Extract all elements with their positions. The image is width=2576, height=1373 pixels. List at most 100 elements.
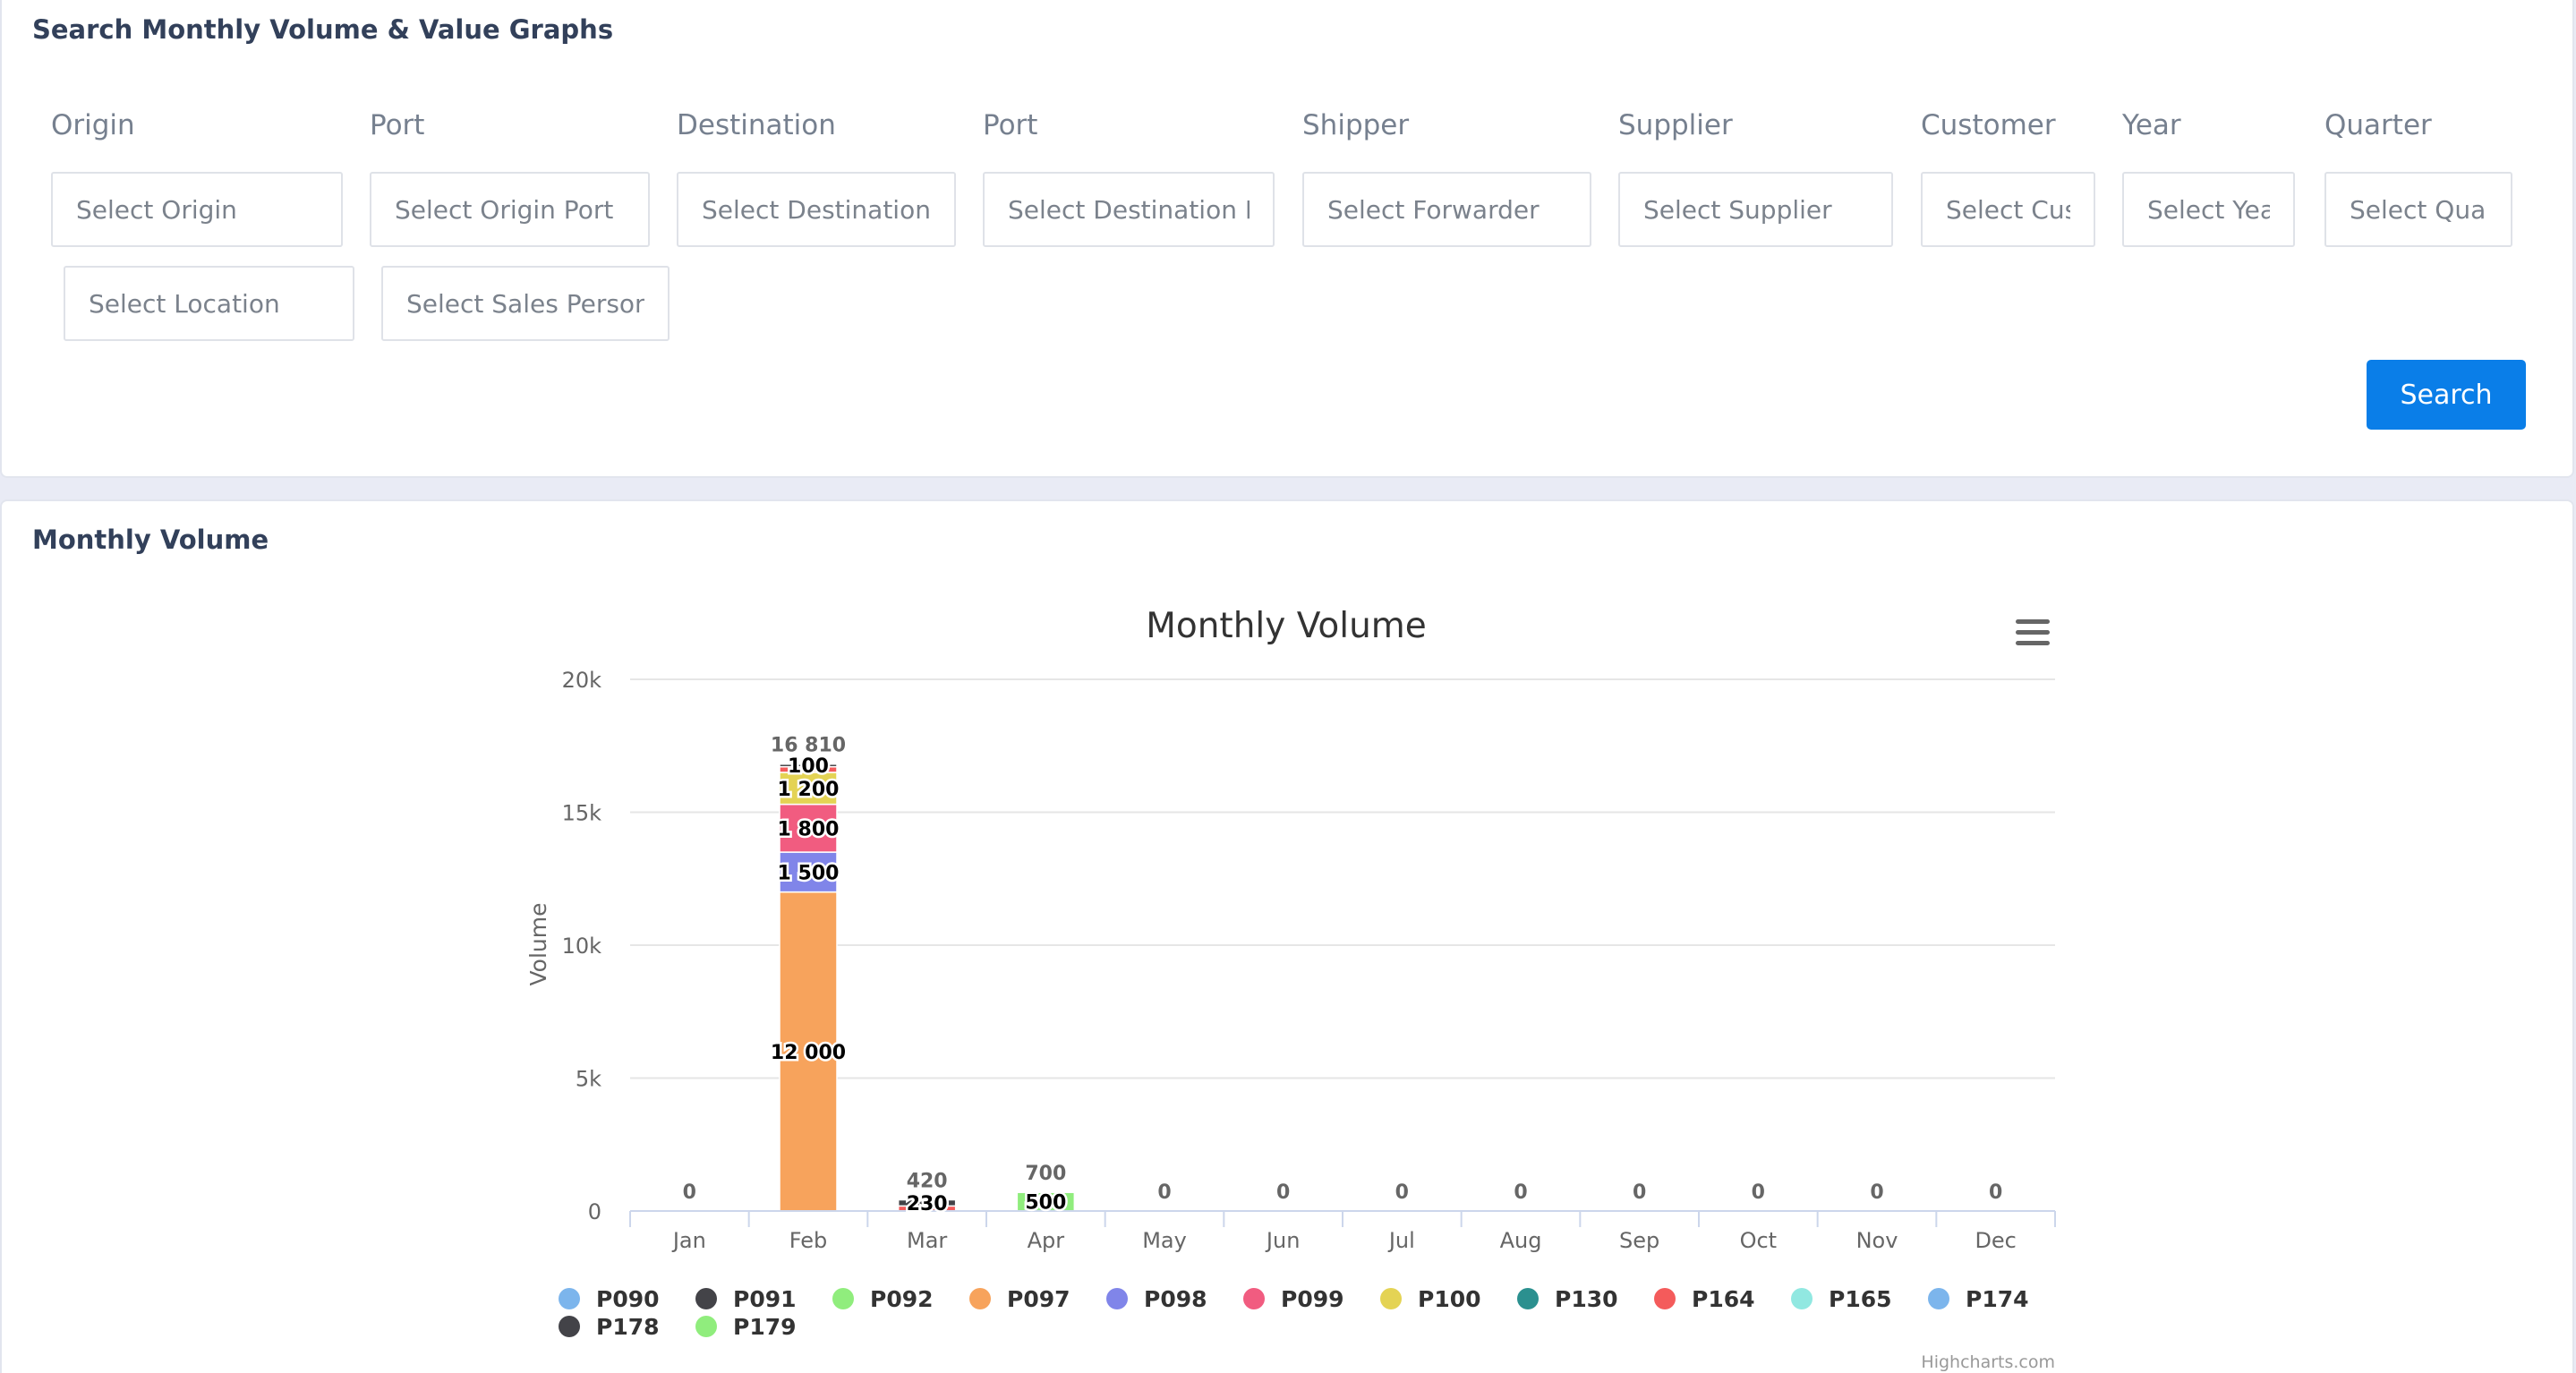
legend-item-p097[interactable]: P097	[969, 1286, 1070, 1312]
legend-marker	[1654, 1288, 1676, 1309]
data-label: 100	[788, 755, 829, 778]
destination-port-select[interactable]	[983, 172, 1275, 247]
legend-label: P092	[870, 1286, 934, 1312]
legend-marker	[695, 1288, 717, 1309]
legend-item-p099[interactable]: P099	[1243, 1286, 1344, 1312]
supplier-label: Supplier	[1618, 109, 1733, 141]
stack-total-label: 0	[1395, 1181, 1409, 1204]
stack-total-label: 0	[1989, 1181, 2002, 1204]
stack-total-label: 420	[907, 1171, 948, 1193]
legend-item-p179[interactable]: P179	[695, 1314, 797, 1340]
legend-label: P099	[1281, 1286, 1344, 1312]
grid-lines	[630, 678, 2055, 1079]
legend-label: P178	[596, 1314, 660, 1340]
x-tick-label: Dec	[1975, 1228, 2016, 1253]
legend-marker	[559, 1288, 580, 1309]
x-tick-label: Mar	[907, 1228, 947, 1253]
x-tick-label: Oct	[1740, 1228, 1778, 1253]
monthly-volume-panel-title: Monthly Volume	[32, 524, 269, 555]
sales-person-select[interactable]	[381, 266, 670, 341]
origin-select[interactable]	[51, 172, 343, 247]
legend-marker	[969, 1288, 991, 1309]
data-label: 12 000	[771, 1042, 846, 1064]
legend-marker	[1243, 1288, 1265, 1309]
legend-item-p090[interactable]: P090	[559, 1286, 660, 1312]
stack-total-label: 0	[1752, 1181, 1765, 1204]
legend-item-p165[interactable]: P165	[1791, 1286, 1892, 1312]
stack-totals: 0 16 810 420 700 0 0 0 0 0 0 0 0	[683, 735, 2003, 1204]
legend-item-p130[interactable]: P130	[1517, 1286, 1618, 1312]
legend: P090 P091 P092 P097 P098 P099 P100 P130 P164 P165…	[559, 1286, 2029, 1340]
location-select[interactable]	[64, 266, 354, 341]
search-panel: Search Monthly Volume & Value Graphs Ori…	[0, 0, 2574, 478]
legend-label: P100	[1418, 1286, 1481, 1312]
origin-label: Origin	[51, 109, 135, 141]
quarter-select[interactable]	[2324, 172, 2512, 247]
legend-marker	[695, 1316, 717, 1337]
highcharts-credit[interactable]: Highcharts.com	[1921, 1352, 2055, 1372]
menu-hitbox[interactable]	[2009, 612, 2057, 653]
shipper-label: Shipper	[1302, 109, 1410, 141]
search-button[interactable]: Search	[2367, 360, 2526, 430]
legend-item-p091[interactable]: P091	[695, 1286, 797, 1312]
y-tick-label: 10k	[562, 934, 602, 959]
legend-marker	[1106, 1288, 1128, 1309]
legend-label: P164	[1692, 1286, 1755, 1312]
data-label: 1 500	[778, 862, 840, 884]
legend-marker	[1791, 1288, 1813, 1309]
menu-line-2	[2016, 630, 2050, 635]
destination-select[interactable]	[677, 172, 956, 247]
legend-marker	[1517, 1288, 1539, 1309]
data-label: 1 800	[778, 818, 840, 840]
legend-item-p098[interactable]: P098	[1106, 1286, 1207, 1312]
x-tick-label: Aug	[1500, 1228, 1542, 1253]
year-select[interactable]	[2122, 172, 2295, 247]
data-label: 1 200	[778, 779, 840, 801]
data-label: 500	[1025, 1192, 1066, 1215]
x-tick-label: Jan	[671, 1228, 706, 1253]
legend-item-p178[interactable]: P178	[559, 1314, 660, 1340]
x-tick-label: Feb	[789, 1228, 828, 1253]
legend-item-p164[interactable]: P164	[1654, 1286, 1755, 1312]
legend-marker	[832, 1288, 854, 1309]
hamburger-menu-icon[interactable]	[2009, 612, 2057, 653]
destination-label: Destination	[677, 109, 836, 141]
quarter-label: Quarter	[2324, 109, 2432, 141]
bar-segment-p100	[779, 772, 838, 806]
x-tick-label: Nov	[1856, 1228, 1898, 1253]
legend-label: P097	[1007, 1286, 1070, 1312]
y-axis-label: Volume	[525, 903, 551, 986]
legend-item-p100[interactable]: P100	[1380, 1286, 1481, 1312]
stack-total-label: 0	[1514, 1181, 1527, 1204]
x-tick-label: May	[1142, 1228, 1187, 1253]
y-tick-label: 15k	[562, 801, 602, 826]
x-tick-label: Apr	[1028, 1228, 1065, 1253]
x-tick-label: Sep	[1619, 1228, 1659, 1253]
stack-total-label: 0	[683, 1181, 696, 1204]
customer-select[interactable]	[1921, 172, 2095, 247]
stack-total-label: 700	[1025, 1163, 1066, 1185]
stack-total-label: 0	[1633, 1181, 1646, 1204]
bar-segment-p178	[897, 1198, 957, 1207]
search-panel-title: Search Monthly Volume & Value Graphs	[32, 14, 614, 45]
shipper-select[interactable]	[1302, 172, 1591, 247]
legend-marker	[1928, 1288, 1949, 1309]
menu-line-1	[2016, 619, 2050, 624]
bar-segment-p099	[779, 803, 838, 853]
y-tick-label: 5k	[576, 1067, 601, 1092]
chart-title: Monthly Volume	[1146, 606, 1427, 646]
destination-port-label: Port	[983, 109, 1038, 141]
y-tick-label: 0	[588, 1199, 601, 1224]
bar-segment-p098	[779, 851, 838, 893]
legend-item-p092[interactable]: P092	[832, 1286, 934, 1312]
origin-port-select[interactable]	[370, 172, 650, 247]
legend-label: P098	[1144, 1286, 1207, 1312]
legend-item-p174[interactable]: P174	[1928, 1286, 2029, 1312]
legend-label: P130	[1555, 1286, 1618, 1312]
data-label: 230	[907, 1193, 948, 1215]
legend-label: P091	[733, 1286, 797, 1312]
stack-total-label: 0	[1276, 1181, 1290, 1204]
supplier-select[interactable]	[1618, 172, 1893, 247]
